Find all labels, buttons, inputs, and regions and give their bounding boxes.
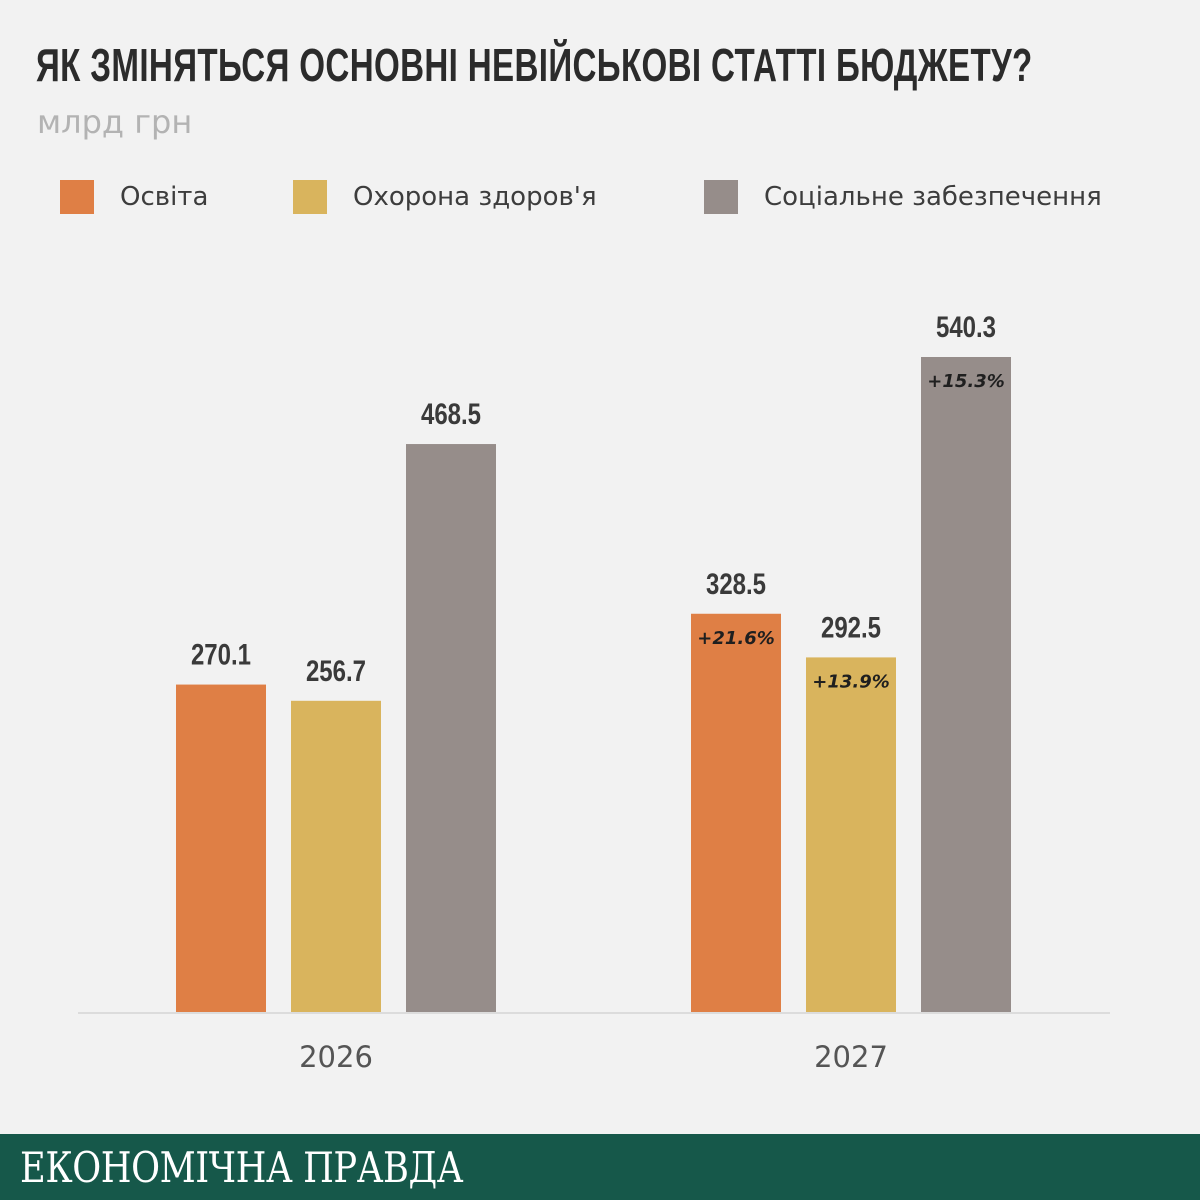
bar-healthcare-2027	[806, 657, 896, 1012]
legend-item-healthcare: Охорона здоров'я	[293, 172, 597, 222]
value-label-healthcare-2027: 292.5	[821, 610, 881, 644]
bar-healthcare-2026	[291, 700, 381, 1012]
chart-title: ЯК ЗМІНЯТЬСЯ ОСНОВНІ НЕВІЙСЬКОВІ СТАТТІ …	[36, 39, 1033, 91]
bar-social-2026	[406, 444, 496, 1013]
legend-item-social: Соціальне забезпечення	[704, 172, 1102, 222]
legend-swatch-social	[704, 180, 738, 214]
publisher-logo: ЕКОНОМІЧНА ПРАВДА	[20, 1143, 464, 1192]
legend-label-education: Освіта	[120, 182, 209, 212]
bar-chart: 270.1 256.7 468.5 2026 328.5 +21.6% 292.5 +13.9…	[78, 309, 1110, 1074]
bar-social-2027	[921, 357, 1011, 1012]
change-label-education-2027: +21.6%	[697, 628, 775, 649]
value-label-social-2026: 468.5	[421, 396, 481, 430]
legend-swatch-healthcare	[293, 180, 327, 214]
legend-swatch-education	[60, 180, 94, 214]
value-label-education-2026: 270.1	[191, 637, 251, 671]
x-tick-label-2026: 2026	[299, 1040, 373, 1074]
x-tick-label-2027: 2027	[814, 1040, 888, 1074]
chart-legend: Освіта Охорона здоров'я Соціальне забезп…	[0, 172, 1200, 222]
value-label-education-2027: 328.5	[706, 566, 766, 600]
legend-label-healthcare: Охорона здоров'я	[353, 182, 597, 212]
change-label-social-2027: +15.3%	[927, 371, 1005, 392]
legend-label-social: Соціальне забезпечення	[764, 182, 1102, 212]
legend-item-education: Освіта	[60, 172, 208, 222]
bar-education-2027	[691, 613, 781, 1012]
footer-bar: ЕКОНОМІЧНА ПРАВДА	[0, 1134, 1200, 1200]
value-label-social-2027: 540.3	[936, 309, 996, 343]
bar-education-2026	[176, 684, 266, 1012]
value-label-healthcare-2026: 256.7	[306, 653, 366, 687]
chart-subtitle: млрд грн	[37, 103, 193, 141]
change-label-healthcare-2027: +13.9%	[812, 671, 890, 692]
